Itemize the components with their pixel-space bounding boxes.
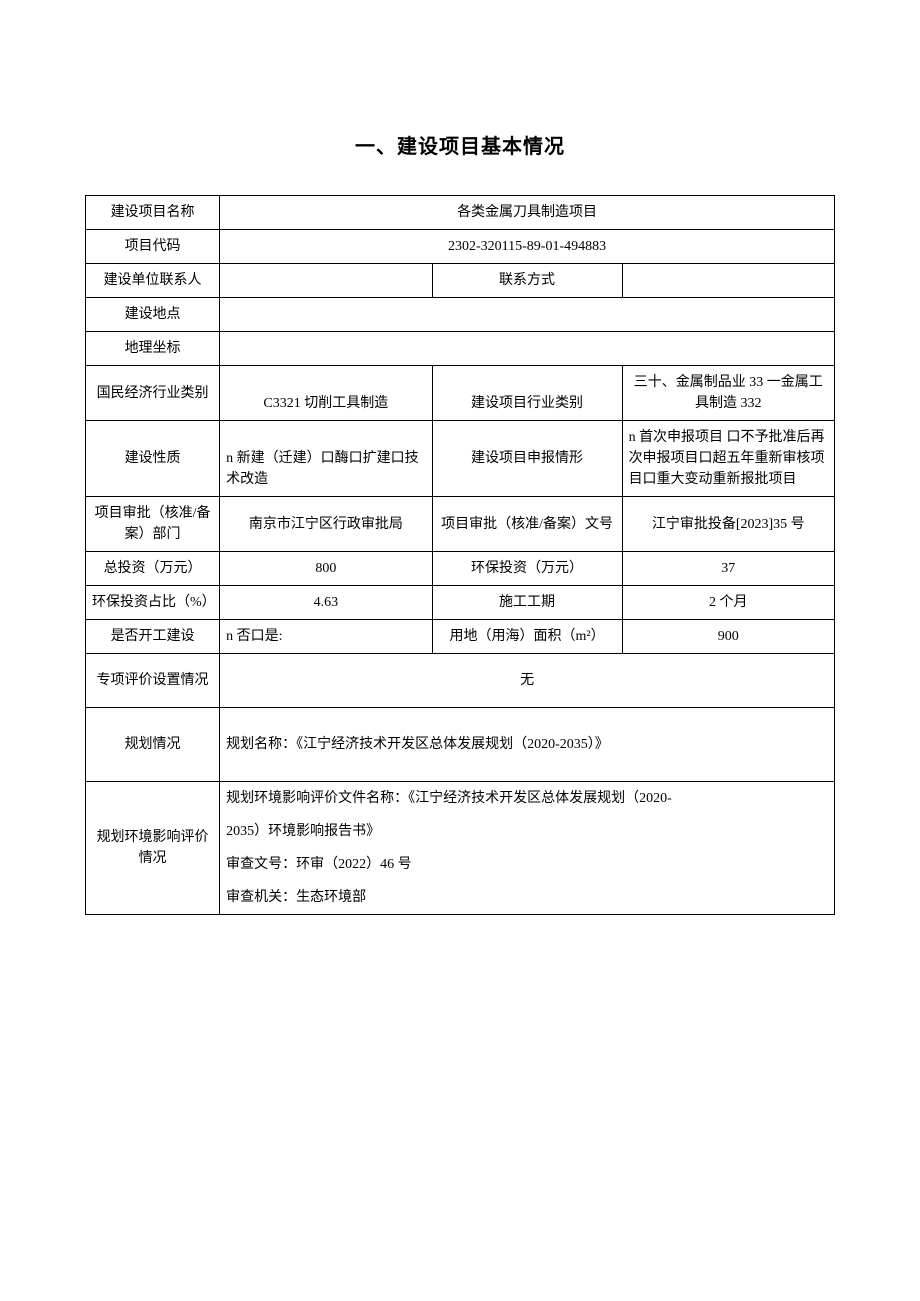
label-env-ratio: 环保投资占比（%） [86, 586, 220, 620]
project-info-table: 建设项目名称 各类金属刀具制造项目 项目代码 2302-320115-89-01… [85, 195, 835, 915]
value-address [220, 298, 835, 332]
table-row: 规划环境影响评价情况 规划环境影响评价文件名称：《江宁经济技术开发区总体发展规划… [86, 782, 835, 915]
label-period: 施工工期 [432, 586, 622, 620]
value-contact-person [220, 264, 432, 298]
table-row: 是否开工建设 n 否口是: 用地（用海）面积（m²） 900 [86, 620, 835, 654]
table-row: 项目代码 2302-320115-89-01-494883 [86, 230, 835, 264]
label-land-area: 用地（用海）面积（m²） [432, 620, 622, 654]
value-env-invest: 37 [622, 552, 834, 586]
table-row: 地理坐标 [86, 332, 835, 366]
table-row: 规划情况 规划名称：《江宁经济技术开发区总体发展规划（2020-2035）》 [86, 708, 835, 782]
table-row: 总投资（万元） 800 环保投资（万元） 37 [86, 552, 835, 586]
value-approval-dept: 南京市江宁区行政审批局 [220, 497, 432, 552]
page-title: 一、建设项目基本情况 [85, 130, 835, 159]
label-contact-person: 建设单位联系人 [86, 264, 220, 298]
label-declare-case: 建设项目申报情形 [432, 421, 622, 497]
table-row: 环保投资占比（%） 4.63 施工工期 2 个月 [86, 586, 835, 620]
value-started: n 否口是: [220, 620, 432, 654]
label-approval-no: 项目审批（核准/备案）文号 [432, 497, 622, 552]
value-industry-cat: C3321 切削工具制造 [220, 366, 432, 421]
value-geo [220, 332, 835, 366]
value-env-ratio: 4.63 [220, 586, 432, 620]
value-contact-method [622, 264, 834, 298]
value-declare-case: n 首次申报项目 口不予批准后再次申报项目口超五年重新审核项目口重大变动重新报批… [622, 421, 834, 497]
label-address: 建设地点 [86, 298, 220, 332]
table-row: 国民经济行业类别 C3321 切削工具制造 建设项目行业类别 三十、金属制品业 … [86, 366, 835, 421]
label-env-invest: 环保投资（万元） [432, 552, 622, 586]
label-started: 是否开工建设 [86, 620, 220, 654]
label-plan: 规划情况 [86, 708, 220, 782]
value-land-area: 900 [622, 620, 834, 654]
value-special-eval: 无 [220, 654, 835, 708]
value-project-code: 2302-320115-89-01-494883 [220, 230, 835, 264]
label-project-name: 建设项目名称 [86, 196, 220, 230]
value-build-nature: n 新建（迁建）口酶口扩建口技术改造 [220, 421, 432, 497]
label-approval-dept: 项目审批（核准/备案）部门 [86, 497, 220, 552]
label-industry-cat: 国民经济行业类别 [86, 366, 220, 421]
label-total-invest: 总投资（万元） [86, 552, 220, 586]
label-plan-env: 规划环境影响评价情况 [86, 782, 220, 915]
label-contact-method: 联系方式 [432, 264, 622, 298]
table-row: 建设单位联系人 联系方式 [86, 264, 835, 298]
plan-env-line: 审查文号：环审（2022）46 号 [226, 854, 828, 875]
table-row: 项目审批（核准/备案）部门 南京市江宁区行政审批局 项目审批（核准/备案）文号 … [86, 497, 835, 552]
value-approval-no: 江宁审批投备[2023]35 号 [622, 497, 834, 552]
label-project-code: 项目代码 [86, 230, 220, 264]
label-special-eval: 专项评价设置情况 [86, 654, 220, 708]
value-plan: 规划名称：《江宁经济技术开发区总体发展规划（2020-2035）》 [220, 708, 835, 782]
table-row: 建设项目名称 各类金属刀具制造项目 [86, 196, 835, 230]
value-project-name: 各类金属刀具制造项目 [220, 196, 835, 230]
label-build-nature: 建设性质 [86, 421, 220, 497]
label-geo: 地理坐标 [86, 332, 220, 366]
plan-env-line: 规划环境影响评价文件名称：《江宁经济技术开发区总体发展规划（2020- [226, 788, 828, 809]
plan-env-line: 2035）环境影响报告书》 [226, 821, 828, 842]
plan-env-line: 审查机关：生态环境部 [226, 887, 828, 908]
value-total-invest: 800 [220, 552, 432, 586]
label-proj-industry-cat: 建设项目行业类别 [432, 366, 622, 421]
value-period: 2 个月 [622, 586, 834, 620]
value-proj-industry-cat: 三十、金属制品业 33 一金属工具制造 332 [622, 366, 834, 421]
table-row: 专项评价设置情况 无 [86, 654, 835, 708]
table-row: 建设性质 n 新建（迁建）口酶口扩建口技术改造 建设项目申报情形 n 首次申报项… [86, 421, 835, 497]
value-plan-env: 规划环境影响评价文件名称：《江宁经济技术开发区总体发展规划（2020- 2035… [220, 782, 835, 915]
table-row: 建设地点 [86, 298, 835, 332]
